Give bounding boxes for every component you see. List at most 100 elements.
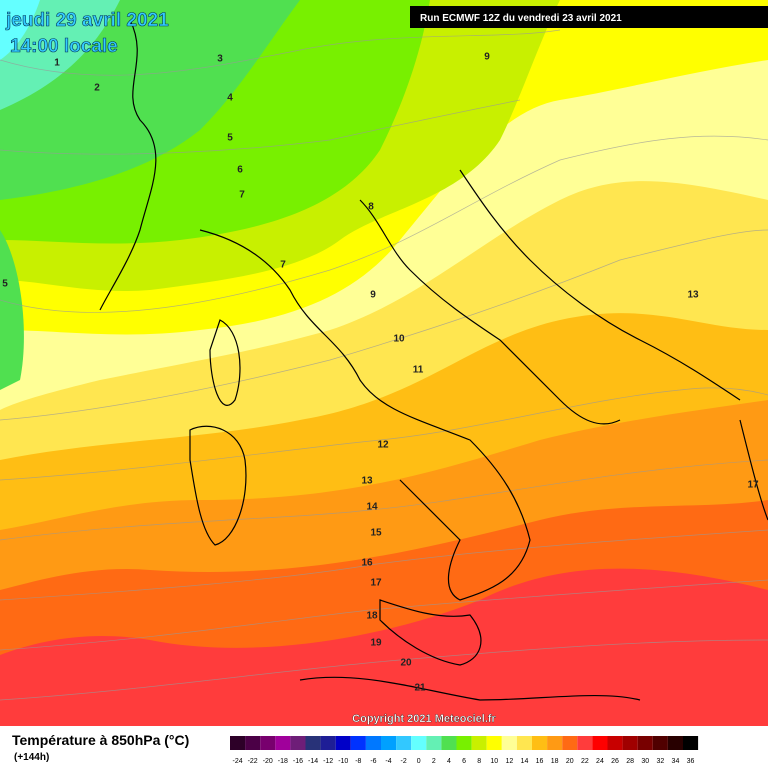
contour-label: 21 xyxy=(414,683,426,694)
color-swatch xyxy=(275,736,291,750)
scale-tick-label: -22 xyxy=(248,758,258,765)
color-swatch xyxy=(230,736,246,750)
color-swatch xyxy=(637,736,653,750)
scale-tick-label: -6 xyxy=(370,758,376,765)
scale-tick-label: 4 xyxy=(447,758,451,765)
legend-subtitle: (+144h) xyxy=(14,752,49,763)
temperature-field xyxy=(0,0,768,726)
contour-label: 8 xyxy=(368,202,374,213)
scale-tick-label: -14 xyxy=(308,758,318,765)
contour-label: 13 xyxy=(361,476,373,487)
contour-label: 19 xyxy=(370,638,382,649)
color-swatch xyxy=(260,736,276,750)
scale-tick-label: -16 xyxy=(293,758,303,765)
color-swatch xyxy=(577,736,593,750)
color-swatch xyxy=(652,736,668,750)
scale-tick-label: 8 xyxy=(477,758,481,765)
color-swatch xyxy=(501,736,517,750)
contour-label: 7 xyxy=(280,260,286,271)
color-swatch xyxy=(305,736,321,750)
scale-tick-label: -8 xyxy=(355,758,361,765)
color-swatch xyxy=(532,736,548,750)
contour-label: 4 xyxy=(227,93,233,104)
scale-tick-label: -4 xyxy=(385,758,391,765)
scale-tick-label: 10 xyxy=(490,758,498,765)
scale-tick-label: 22 xyxy=(581,758,589,765)
contour-label: 1 xyxy=(54,58,60,69)
scale-tick-label: -24 xyxy=(232,758,242,765)
isotherms xyxy=(0,29,768,701)
legend-title: Température à 850hPa (°C) xyxy=(12,732,189,748)
color-swatch xyxy=(622,736,638,750)
contour-label: 13 xyxy=(687,290,699,301)
contour-label: 7 xyxy=(239,190,245,201)
contour-label: 17 xyxy=(370,578,382,589)
coastlines xyxy=(99,19,768,701)
color-swatch xyxy=(471,736,487,750)
contour-label: 10 xyxy=(393,334,405,345)
contour-label: 16 xyxy=(361,558,373,569)
color-swatch xyxy=(396,736,412,750)
color-swatch xyxy=(607,736,623,750)
color-swatch xyxy=(350,736,366,750)
color-swatch xyxy=(290,736,306,750)
color-swatch xyxy=(411,736,427,750)
scale-tick-label: 12 xyxy=(505,758,513,765)
scale-tick-label: 34 xyxy=(672,758,680,765)
contour-label: 9 xyxy=(370,290,376,301)
contour-label: 6 xyxy=(237,165,243,176)
run-label: Run ECMWF 12Z du vendredi 23 avril 2021 xyxy=(420,13,622,24)
color-swatch xyxy=(592,736,608,750)
run-banner xyxy=(410,6,768,28)
color-swatch xyxy=(335,736,351,750)
scale-tick-label: 0 xyxy=(417,758,421,765)
color-swatch xyxy=(245,736,261,750)
scale-tick-label: 28 xyxy=(626,758,634,765)
forecast-date: jeudi 29 avril 2021 xyxy=(5,10,169,31)
color-swatch xyxy=(667,736,683,750)
color-swatch xyxy=(547,736,563,750)
scale-tick-label: 30 xyxy=(641,758,649,765)
scale-tick-label: -20 xyxy=(263,758,273,765)
scale-tick-label: 26 xyxy=(611,758,619,765)
color-swatch xyxy=(426,736,442,750)
contour-label: 14 xyxy=(366,502,378,513)
scale-tick-label: 36 xyxy=(687,758,695,765)
color-swatch xyxy=(365,736,381,750)
color-swatch xyxy=(381,736,397,750)
scale-tick-label: -10 xyxy=(338,758,348,765)
color-swatch xyxy=(486,736,502,750)
color-swatch xyxy=(516,736,532,750)
scale-tick-label: -18 xyxy=(278,758,288,765)
contour-label: 9 xyxy=(484,52,490,63)
color-swatch xyxy=(320,736,336,750)
scale-tick-label: 24 xyxy=(596,758,604,765)
scale-tick-label: -12 xyxy=(323,758,333,765)
scale-tick-label: 2 xyxy=(432,758,436,765)
color-swatch xyxy=(562,736,578,750)
forecast-time: 14:00 locale xyxy=(10,36,118,57)
scale-tick-label: 14 xyxy=(521,758,529,765)
scale-tick-label: 18 xyxy=(551,758,559,765)
contour-label: 3 xyxy=(217,54,223,65)
contour-label: 15 xyxy=(370,528,382,539)
contour-label: 11 xyxy=(413,365,424,376)
contour-label: 12 xyxy=(377,440,389,451)
contour-label: 5 xyxy=(227,133,233,144)
contour-label: 2 xyxy=(94,83,100,94)
color-swatch xyxy=(456,736,472,750)
scale-tick-label: 32 xyxy=(656,758,664,765)
scale-tick-label: 16 xyxy=(536,758,544,765)
scale-tick-label: 20 xyxy=(566,758,574,765)
color-swatch xyxy=(441,736,457,750)
copyright: Copyright 2021 Meteociel.fr xyxy=(352,713,496,725)
scale-tick-label: -2 xyxy=(401,758,407,765)
contour-label: 20 xyxy=(400,658,412,669)
contour-label: 17 xyxy=(747,480,759,491)
color-swatch xyxy=(683,736,699,750)
contour-label: 18 xyxy=(366,611,378,622)
contour-label: 5 xyxy=(2,279,8,290)
scale-tick-label: 6 xyxy=(462,758,466,765)
